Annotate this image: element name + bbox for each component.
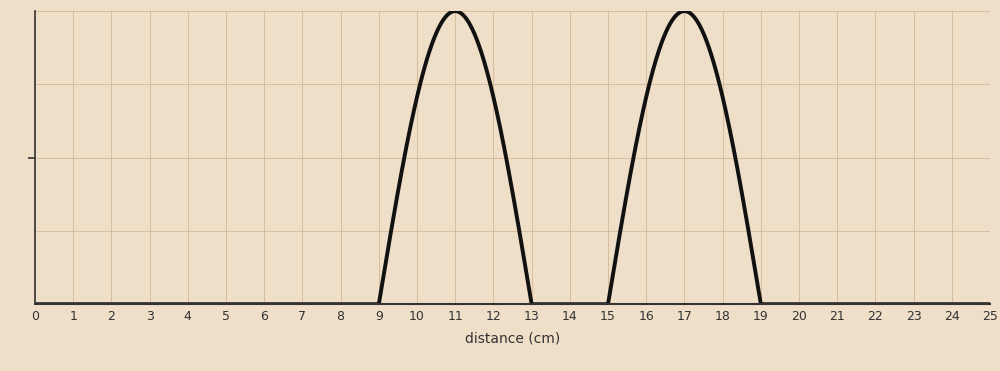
X-axis label: distance (cm): distance (cm): [465, 331, 560, 345]
